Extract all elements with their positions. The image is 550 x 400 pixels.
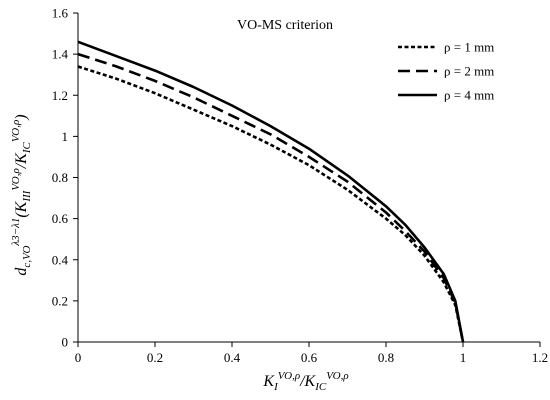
series-line-2: [77, 52, 465, 343]
x-tick-label: 1.2: [532, 350, 548, 365]
y-label-paren-close: ): [13, 114, 30, 120]
y-label-sup2: VO,ρ: [10, 168, 22, 190]
y-label-sub2: III: [21, 189, 33, 202]
x-tick-label: 0.4: [224, 350, 241, 365]
y-label-main: d: [13, 267, 30, 276]
y-tick-label: 0.8: [52, 170, 68, 185]
y-label-slash: /K: [13, 152, 30, 169]
x-tick-label: 0.2: [147, 350, 163, 365]
legend: ρ = 1 mm ρ = 2 mm ρ = 4 mm: [398, 40, 494, 103]
x-tick-label: 0.8: [378, 350, 394, 365]
y-label-sub3: IC: [21, 141, 33, 154]
x-label-slash: /K: [299, 373, 316, 390]
y-axis-label: dc,VOλ3−λ1(KIIIVO,ρ/KICVO,ρ): [10, 114, 33, 275]
x-label-sub1: I: [273, 381, 279, 393]
chart-title: VO-MS criterion: [237, 18, 333, 33]
y-tick-label: 0.6: [52, 211, 69, 226]
y-label-sup3: VO,ρ: [10, 120, 22, 142]
y-label-sub1: c,VO: [21, 246, 33, 268]
y-tick-label: 0.2: [52, 293, 68, 308]
x-tick-label: 0.6: [301, 350, 318, 365]
x-tick-label: 0: [75, 350, 82, 365]
y-tick-label: 1.4: [52, 47, 69, 62]
y-tick-label: 1.2: [52, 88, 68, 103]
series-line-3: [77, 40, 465, 343]
legend-label-2: ρ = 2 mm: [444, 64, 494, 79]
x-label-sup2: VO,ρ: [326, 370, 348, 382]
x-label-main: K: [262, 373, 275, 390]
y-axis-ticks: 0 0.2 0.4 0.6 0.8 1 1.2 1.4 1.6: [52, 6, 78, 350]
legend-label-3: ρ = 4 mm: [444, 88, 494, 103]
x-axis-label: KIVO,ρ/KICVO,ρ: [262, 370, 348, 393]
plot-area: [77, 13, 540, 343]
x-label-sup1: VO,ρ: [278, 370, 300, 382]
y-label-sup1: λ3−λ1: [10, 218, 22, 247]
y-label-paren-open: (K: [13, 200, 30, 217]
y-tick-label: 0.4: [52, 252, 69, 267]
legend-label-1: ρ = 1 mm: [444, 40, 494, 55]
x-label-sub2: IC: [314, 381, 327, 393]
x-axis-ticks: 0 0.2 0.4 0.6 0.8 1 1.2: [75, 342, 548, 365]
series-lines: [77, 40, 465, 343]
x-tick-label: 1: [460, 350, 467, 365]
y-tick-label: 0: [62, 335, 69, 350]
y-tick-label: 1.6: [52, 6, 69, 21]
series-line-1: [77, 65, 465, 343]
y-tick-label: 1: [62, 129, 69, 144]
